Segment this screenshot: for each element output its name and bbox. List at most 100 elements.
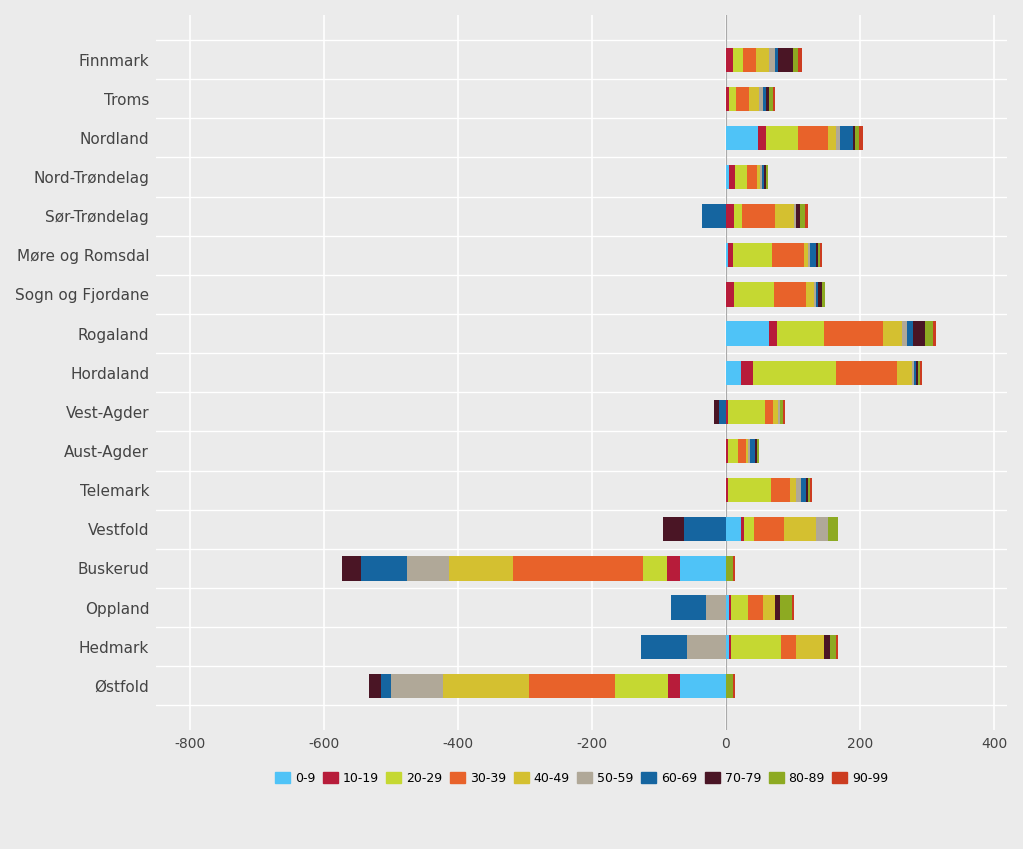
- Bar: [641, 634, 687, 659]
- Bar: [529, 674, 615, 698]
- Bar: [766, 87, 769, 111]
- Bar: [907, 322, 913, 346]
- Bar: [760, 165, 762, 189]
- Bar: [792, 595, 794, 620]
- Bar: [796, 634, 825, 659]
- Bar: [726, 126, 758, 150]
- Bar: [774, 283, 806, 306]
- Bar: [920, 361, 922, 385]
- Bar: [796, 478, 801, 503]
- Bar: [837, 634, 839, 659]
- Bar: [853, 126, 855, 150]
- Bar: [643, 556, 667, 581]
- Bar: [703, 204, 726, 228]
- Bar: [719, 400, 726, 424]
- Bar: [749, 87, 759, 111]
- Bar: [837, 361, 897, 385]
- Bar: [615, 674, 668, 698]
- Bar: [769, 87, 772, 111]
- Bar: [774, 595, 781, 620]
- Bar: [757, 165, 760, 189]
- Bar: [733, 283, 774, 306]
- Bar: [772, 87, 774, 111]
- Bar: [741, 517, 744, 542]
- Bar: [825, 634, 830, 659]
- Bar: [755, 439, 757, 464]
- Bar: [735, 165, 747, 189]
- Bar: [759, 87, 763, 111]
- Bar: [726, 517, 741, 542]
- Bar: [732, 674, 735, 698]
- Bar: [809, 243, 816, 267]
- Bar: [781, 595, 792, 620]
- Bar: [732, 556, 735, 581]
- Bar: [684, 517, 726, 542]
- Bar: [726, 478, 727, 503]
- Bar: [714, 400, 719, 424]
- Bar: [762, 165, 764, 189]
- Bar: [381, 674, 391, 698]
- Bar: [829, 126, 837, 150]
- Bar: [726, 243, 727, 267]
- Bar: [513, 556, 643, 581]
- Bar: [726, 439, 727, 464]
- Bar: [733, 243, 772, 267]
- Bar: [821, 283, 825, 306]
- Bar: [837, 126, 840, 150]
- Bar: [916, 361, 918, 385]
- Bar: [816, 283, 818, 306]
- Bar: [793, 48, 798, 72]
- Bar: [727, 478, 771, 503]
- Bar: [798, 126, 829, 150]
- Bar: [744, 517, 754, 542]
- Bar: [913, 322, 925, 346]
- Bar: [360, 556, 407, 581]
- Bar: [736, 87, 749, 111]
- Bar: [766, 126, 798, 150]
- Bar: [667, 556, 680, 581]
- Bar: [769, 48, 774, 72]
- Bar: [775, 204, 794, 228]
- Bar: [782, 634, 796, 659]
- Bar: [729, 87, 736, 111]
- Bar: [727, 439, 738, 464]
- Bar: [902, 322, 907, 346]
- Bar: [794, 204, 796, 228]
- Bar: [814, 283, 816, 306]
- Bar: [763, 595, 774, 620]
- Bar: [806, 478, 808, 503]
- Bar: [750, 439, 755, 464]
- Bar: [777, 322, 825, 346]
- Bar: [805, 204, 808, 228]
- Bar: [726, 283, 733, 306]
- Bar: [742, 204, 775, 228]
- Bar: [765, 400, 772, 424]
- Bar: [897, 361, 911, 385]
- Bar: [772, 243, 804, 267]
- Bar: [726, 595, 729, 620]
- Bar: [726, 556, 732, 581]
- Bar: [785, 517, 816, 542]
- Bar: [729, 595, 731, 620]
- Bar: [449, 556, 513, 581]
- Bar: [818, 243, 820, 267]
- Bar: [729, 165, 735, 189]
- Bar: [914, 361, 916, 385]
- Bar: [680, 556, 726, 581]
- Bar: [800, 204, 805, 228]
- Bar: [726, 674, 732, 698]
- Bar: [706, 595, 726, 620]
- Bar: [726, 400, 727, 424]
- Bar: [798, 48, 802, 72]
- Bar: [781, 400, 784, 424]
- Bar: [784, 400, 786, 424]
- Bar: [801, 478, 806, 503]
- Bar: [687, 634, 726, 659]
- Legend: 0-9, 10-19, 20-29, 30-39, 40-49, 50-59, 60-69, 70-79, 80-89, 90-99: 0-9, 10-19, 20-29, 30-39, 40-49, 50-59, …: [271, 768, 892, 789]
- Bar: [816, 517, 829, 542]
- Bar: [771, 478, 790, 503]
- Bar: [746, 439, 748, 464]
- Bar: [855, 126, 859, 150]
- Bar: [774, 48, 779, 72]
- Bar: [391, 674, 443, 698]
